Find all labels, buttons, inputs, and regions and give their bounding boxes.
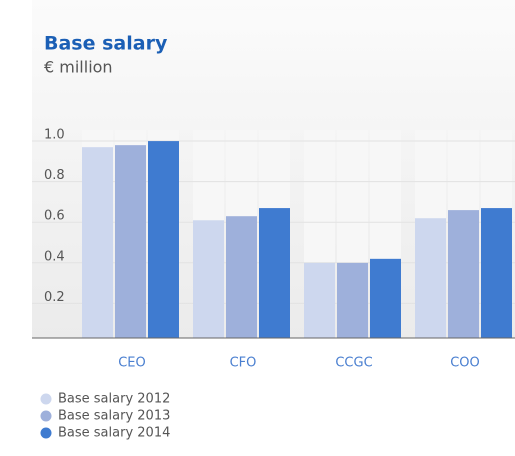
chart-title: Base salary — [44, 33, 168, 55]
x-tick-label: COO — [450, 356, 480, 371]
y-tick-label: 0.4 — [44, 249, 65, 264]
legend-swatch — [40, 427, 52, 439]
bar — [304, 262, 335, 338]
legend-swatch — [40, 410, 52, 422]
legend-label: Base salary 2014 — [58, 426, 170, 441]
x-tick-label: CFO — [230, 356, 257, 371]
y-tick-label: 1.0 — [44, 128, 65, 143]
bar — [259, 208, 290, 338]
y-tick-label: 0.2 — [44, 290, 65, 305]
legend-swatch — [40, 393, 52, 405]
bar — [115, 145, 146, 338]
bar — [193, 220, 224, 338]
bar — [226, 216, 257, 338]
legend-label: Base salary 2012 — [58, 392, 170, 407]
x-tick-label: CEO — [118, 356, 146, 371]
y-tick-label: 0.8 — [44, 168, 65, 183]
bar — [337, 262, 368, 338]
x-tick-label: CCGC — [335, 356, 372, 371]
y-tick-label: 0.6 — [44, 209, 65, 224]
bar — [148, 141, 179, 338]
chart-subtitle: € million — [44, 58, 113, 77]
bar — [82, 147, 113, 338]
bar — [415, 218, 446, 338]
bar — [370, 258, 401, 338]
bar — [448, 210, 479, 338]
bar — [481, 208, 512, 338]
legend-label: Base salary 2013 — [58, 409, 170, 424]
